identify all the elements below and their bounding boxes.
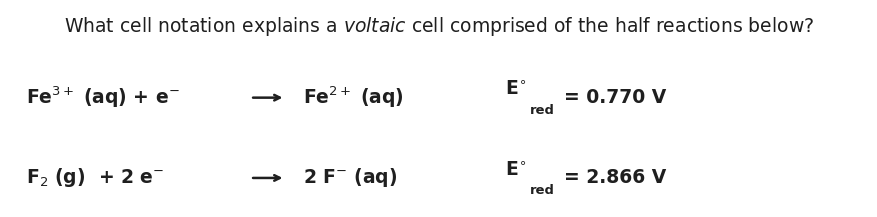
Text: E$^{\circ}$: E$^{\circ}$ (504, 160, 525, 179)
Text: F$_2$ (g)  + 2 e$^{-}$: F$_2$ (g) + 2 e$^{-}$ (26, 166, 165, 189)
Text: red: red (530, 104, 554, 117)
Text: = 0.770 V: = 0.770 V (563, 88, 665, 107)
Text: What cell notation explains a $\it{voltaic}$ cell comprised of the half reaction: What cell notation explains a $\it{volta… (64, 15, 813, 38)
Text: = 2.866 V: = 2.866 V (563, 168, 665, 187)
Text: Fe$^{3+}$ (aq) + e$^{-}$: Fe$^{3+}$ (aq) + e$^{-}$ (26, 85, 180, 110)
Text: Fe$^{2+}$ (aq): Fe$^{2+}$ (aq) (303, 85, 403, 110)
Text: E$^{\circ}$: E$^{\circ}$ (504, 79, 525, 99)
Text: 2 F$^{-}$ (aq): 2 F$^{-}$ (aq) (303, 166, 396, 189)
Text: red: red (530, 184, 554, 197)
